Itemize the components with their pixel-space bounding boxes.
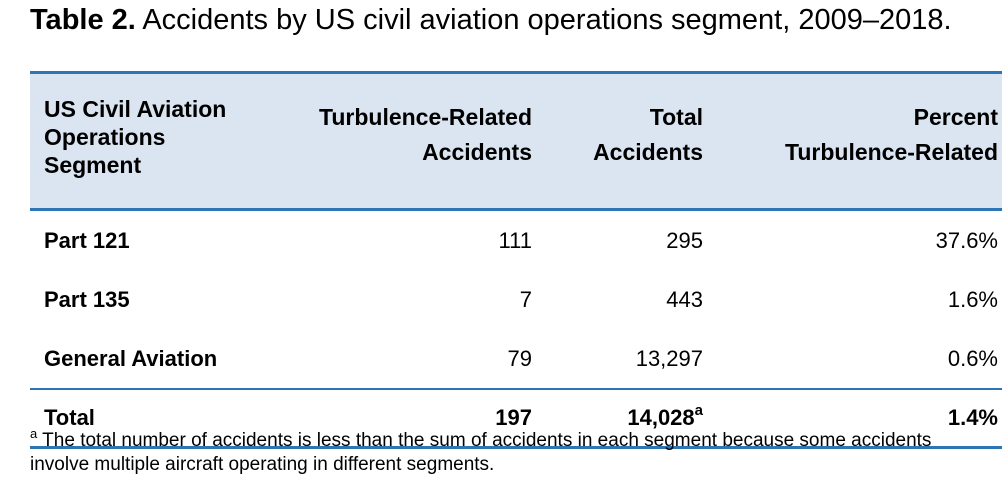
header-segment: US Civil Aviation Operations Segment [30, 71, 296, 211]
table-row: Part 135 7 443 1.6% [30, 270, 1002, 329]
row-percent: 0.6% [947, 345, 998, 371]
table-header-row: US Civil Aviation Operations Segment Tur… [30, 71, 1002, 211]
row-turbulence: 7 [519, 286, 532, 312]
total-turbulence: 197 [296, 388, 544, 449]
table-title: Table 2. Accidents by US civil aviation … [30, 2, 952, 38]
row-total: 443 [666, 286, 703, 312]
table-total-row: Total 197 14,028a 1.4% [30, 388, 1002, 449]
row-segment: General Aviation [44, 345, 218, 371]
header-turbulence-accidents: Turbulence-Related Accidents [296, 71, 544, 211]
footnote-text: The total number of accidents is less th… [30, 430, 932, 475]
footnote-marker: a [694, 401, 703, 419]
table-row: Part 121 111 295 37.6% [30, 210, 1002, 271]
total-label: Total [30, 388, 296, 449]
total-percent: 1.4% [715, 388, 1002, 449]
row-percent: 1.6% [947, 286, 998, 312]
row-segment: Part 135 [44, 286, 130, 312]
table-title-text: Accidents by US civil aviation operation… [142, 4, 952, 36]
row-segment: Part 121 [44, 227, 130, 253]
table-title-label: Table 2. [30, 4, 136, 36]
row-total: 295 [666, 227, 703, 253]
row-total: 13,297 [635, 345, 703, 371]
row-percent: 37.6% [935, 227, 998, 253]
header-total-accidents: Total Accidents [544, 71, 715, 211]
table-row: General Aviation 79 13,297 0.6% [30, 329, 1002, 389]
row-turbulence: 79 [507, 345, 532, 371]
footnote-mark: a [30, 425, 38, 441]
total-accidents: 14,028a [544, 388, 715, 449]
row-turbulence: 111 [498, 227, 532, 253]
accidents-table: US Civil Aviation Operations Segment Tur… [30, 71, 1002, 449]
header-percent-turbulence: Percent Turbulence-Related [715, 71, 1002, 211]
table-footnote: a The total number of accidents is less … [30, 425, 960, 477]
